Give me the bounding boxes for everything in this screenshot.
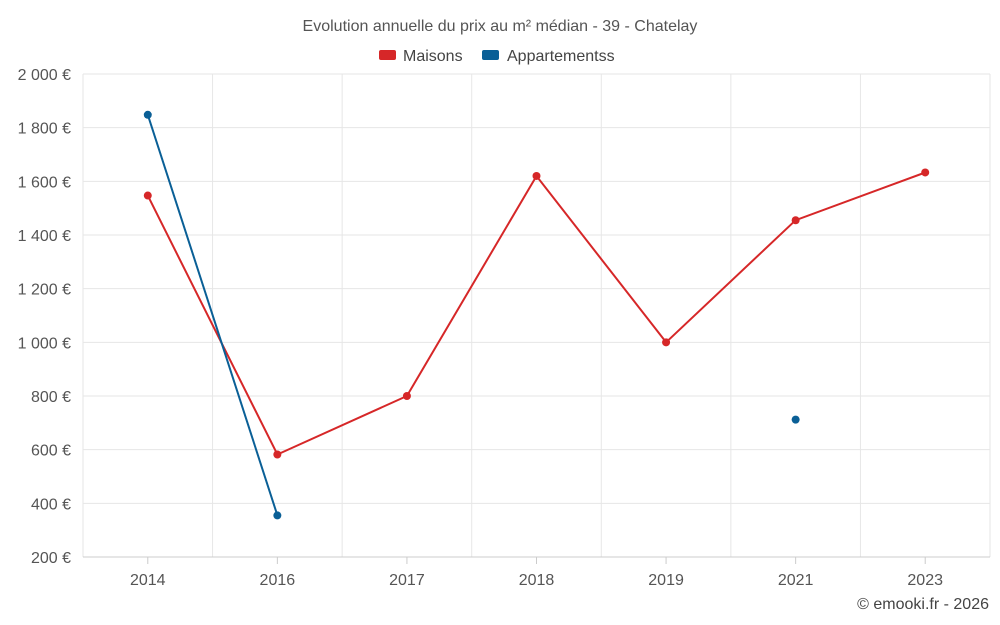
data-point-appartements[interactable] [143, 110, 152, 119]
y-tick-label: 400 € [31, 496, 71, 513]
credit-text: © emooki.fr - 2026 [857, 596, 989, 613]
legend-label-maisons: Maisons [403, 48, 463, 65]
x-tick-label: 2019 [648, 572, 684, 589]
series-line-appartements [146, 114, 279, 516]
data-point-maisons[interactable] [791, 216, 800, 225]
data-point-maisons[interactable] [662, 338, 671, 347]
x-tick-label: 2023 [907, 572, 943, 589]
data-point-appartements[interactable] [273, 511, 282, 520]
chart-title: Evolution annuelle du prix au m² médian … [303, 18, 698, 35]
data-point-maisons[interactable] [532, 171, 541, 180]
x-tick-label: 2018 [519, 572, 555, 589]
y-tick-label: 2 000 € [18, 67, 71, 84]
series-line-maisons [146, 171, 926, 456]
grid-layer [82, 73, 991, 558]
series-appartements [143, 110, 800, 520]
y-tick-label: 600 € [31, 443, 71, 460]
y-tick-label: 800 € [31, 389, 71, 406]
y-tick-label: 1 600 € [18, 174, 71, 191]
legend-item-maisons[interactable]: Maisons [379, 48, 463, 65]
legend: Maisons Appartementss [379, 48, 615, 65]
y-tick-label: 1 000 € [18, 335, 71, 352]
legend-label-appartements: Appartementss [507, 48, 615, 65]
data-point-maisons[interactable] [402, 392, 411, 400]
y-tick-label: 1 200 € [18, 282, 71, 299]
axis-layer: 2 000 € 1 800 € 1 600 € 1 400 € 1 200 € 1 000… [18, 67, 990, 589]
y-tick-label: 1 800 € [18, 121, 71, 138]
legend-swatch-maisons [379, 50, 396, 60]
legend-item-appartements[interactable]: Appartementss [482, 48, 615, 65]
x-tick-label: 2017 [389, 572, 425, 589]
y-tick-label: 1 400 € [18, 228, 71, 245]
series-layer [143, 110, 930, 520]
x-tick-label: 2014 [130, 572, 166, 589]
data-point-maisons[interactable] [273, 450, 282, 459]
data-point-maisons[interactable] [921, 168, 930, 177]
data-point-appartements[interactable] [791, 415, 800, 424]
x-tick-label: 2016 [260, 572, 296, 589]
y-tick-label: 200 € [31, 550, 71, 567]
x-tick-label: 2021 [778, 572, 814, 589]
legend-swatch-appartements [482, 50, 499, 60]
series-maisons [143, 168, 930, 459]
data-point-maisons[interactable] [143, 191, 152, 200]
